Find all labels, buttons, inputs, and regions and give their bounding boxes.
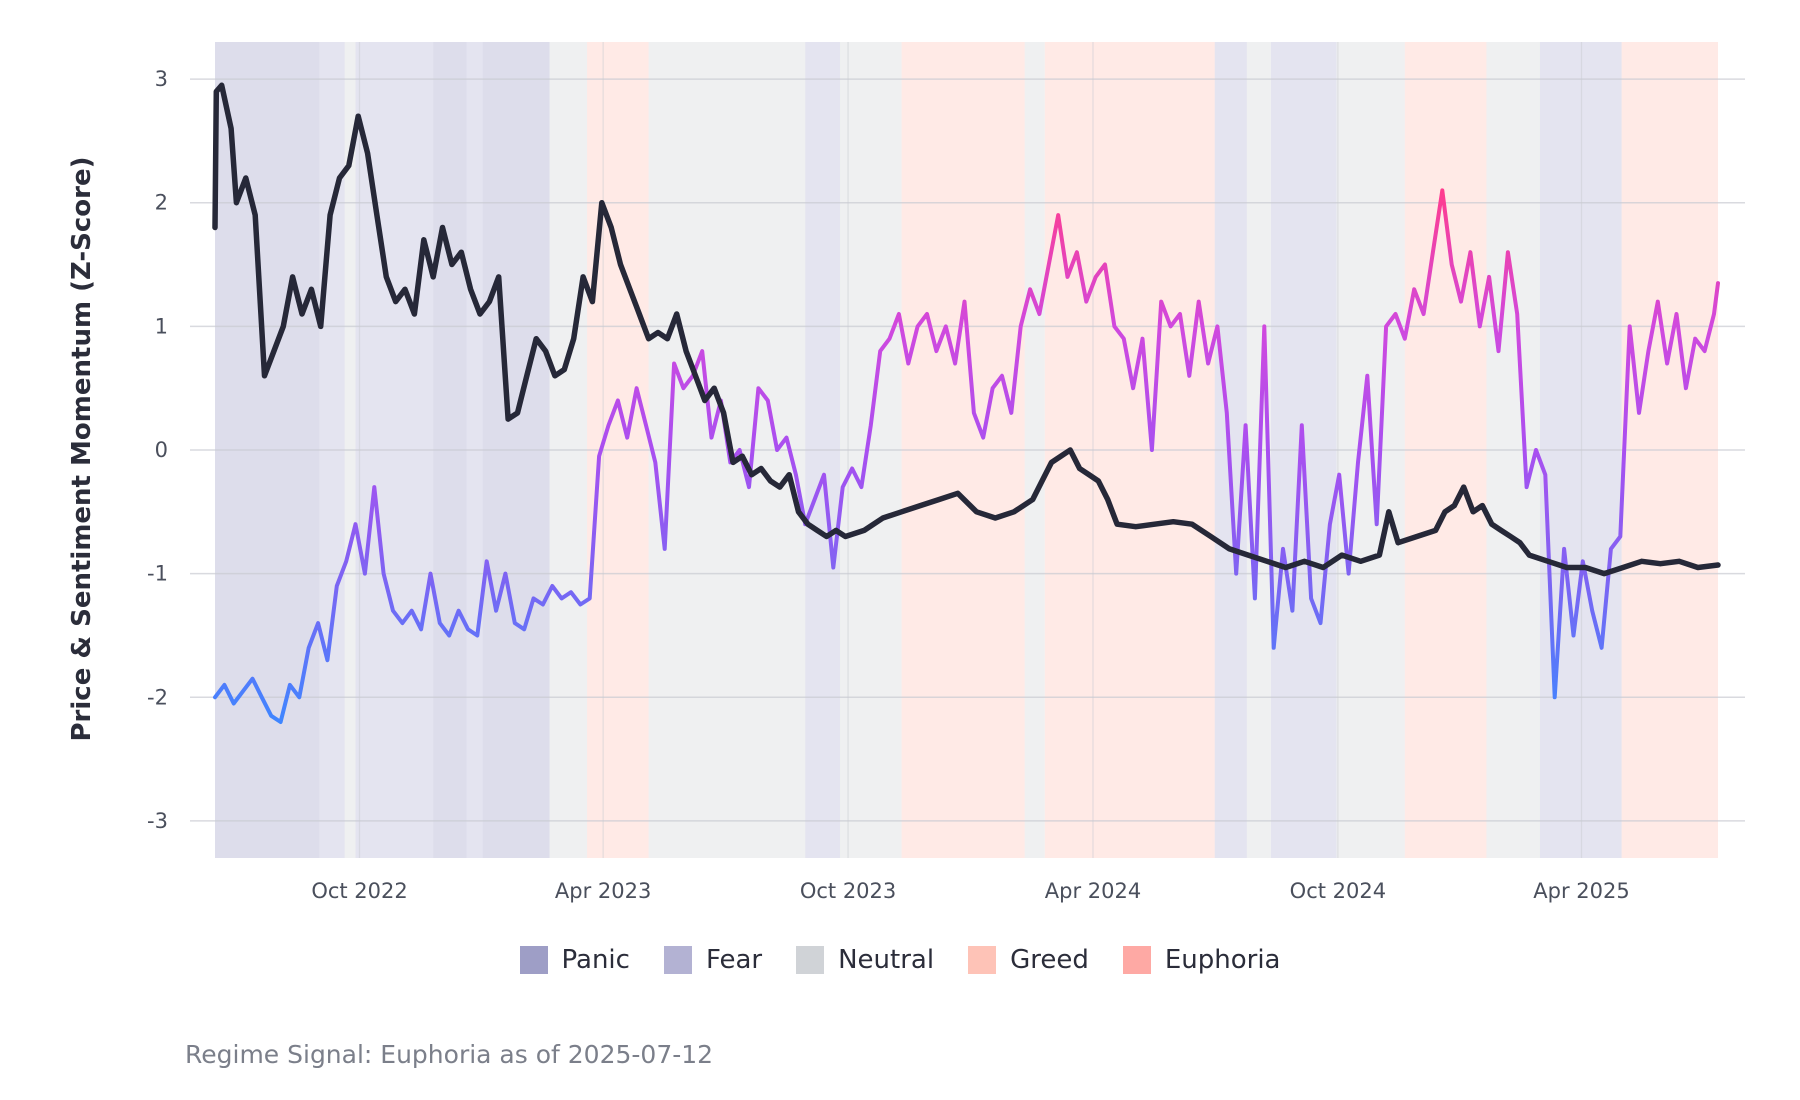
legend-item-euphoria: Euphoria <box>1122 945 1281 975</box>
series-line-0 <box>212 82 1721 577</box>
x-tick-label: Apr 2023 <box>555 879 651 903</box>
y-tick-label: -1 <box>147 562 168 586</box>
x-tick-label: Oct 2023 <box>800 879 896 903</box>
x-tick-label: Oct 2022 <box>311 879 407 903</box>
y-tick-label: 1 <box>155 314 168 338</box>
x-tick-label: Apr 2025 <box>1533 879 1629 903</box>
y-tick-labels: 3 2 1 0 -1 -2 -3 <box>147 67 168 833</box>
grid-lines <box>190 42 1745 858</box>
legend-item-greed: Greed <box>968 945 1089 975</box>
y-tick-label: 2 <box>155 191 168 215</box>
y-tick-label: -2 <box>147 685 168 709</box>
y-tick-label: 0 <box>155 438 168 462</box>
legend-swatch <box>519 946 548 974</box>
legend-item-neutral: Neutral <box>796 945 934 975</box>
y-axis-title: Price & Sentiment Momentum (Z-Score) <box>67 157 97 742</box>
x-tick-label: Apr 2024 <box>1045 879 1141 903</box>
series-lines <box>212 82 1721 724</box>
x-tick-labels: Oct 2022 Apr 2023 Oct 2023 Apr 2024 Oct 2024… <box>311 879 1629 903</box>
legend-label: Neutral <box>838 945 935 975</box>
y-tick-label: 3 <box>155 67 168 91</box>
legend-swatch <box>663 946 692 974</box>
legend-label: Greed <box>1010 945 1089 975</box>
legend-swatch <box>968 946 997 974</box>
series-line-1 <box>213 188 1720 724</box>
legend: Panic Fear Neutral Greed Euphoria <box>0 945 1800 975</box>
legend-label: Fear <box>705 945 763 975</box>
legend-item-panic: Panic <box>519 945 630 975</box>
regime-caption: Regime Signal: Euphoria as of 2025-07-12 <box>185 1040 714 1069</box>
legend-item-fear: Fear <box>663 945 763 975</box>
legend-swatch <box>796 946 825 974</box>
legend-label: Euphoria <box>1164 945 1281 975</box>
x-tick-label: Oct 2024 <box>1290 879 1386 903</box>
legend-swatch <box>1122 946 1151 974</box>
y-tick-label: -3 <box>147 809 168 833</box>
legend-label: Panic <box>561 945 630 975</box>
